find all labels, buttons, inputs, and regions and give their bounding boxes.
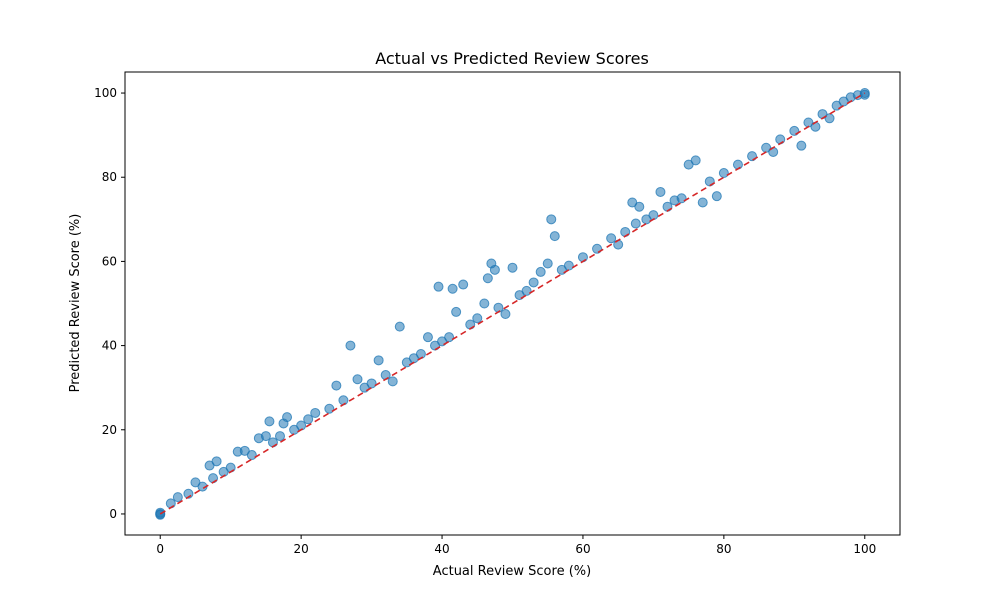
data-point xyxy=(172,492,183,503)
y-tick-label: 60 xyxy=(102,254,117,268)
data-point xyxy=(282,412,293,423)
y-tick-label: 0 xyxy=(109,507,117,521)
data-point xyxy=(489,264,500,275)
data-point xyxy=(690,155,701,166)
data-point xyxy=(345,340,356,351)
x-tick-label: 100 xyxy=(853,542,876,556)
data-point xyxy=(563,260,574,271)
x-tick-label: 20 xyxy=(293,542,308,556)
x-tick-label: 80 xyxy=(716,542,731,556)
data-point xyxy=(352,374,363,385)
data-point xyxy=(859,89,870,100)
data-point xyxy=(296,420,307,431)
data-point xyxy=(394,321,405,332)
data-point xyxy=(542,258,553,269)
data-point xyxy=(732,159,743,170)
chart-title: Actual vs Predicted Review Scores xyxy=(375,49,649,68)
data-point xyxy=(648,210,659,221)
y-tick-label: 100 xyxy=(94,86,117,100)
data-point xyxy=(630,218,641,229)
data-point xyxy=(415,349,426,360)
data-point xyxy=(546,214,557,225)
data-point xyxy=(447,283,458,294)
x-axis-ticks: 0 20 40 60 80 100 xyxy=(156,535,876,556)
data-point xyxy=(549,231,560,242)
data-point xyxy=(458,279,469,290)
data-point xyxy=(387,376,398,387)
data-point xyxy=(433,281,444,292)
y-tick-label: 40 xyxy=(102,339,117,353)
data-point xyxy=(810,121,821,132)
reference-line xyxy=(159,92,866,515)
data-point xyxy=(507,262,518,273)
y-tick-label: 20 xyxy=(102,423,117,437)
data-point xyxy=(697,197,708,208)
data-point xyxy=(528,277,539,288)
data-point xyxy=(521,285,532,296)
data-point xyxy=(493,302,504,313)
data-point xyxy=(472,313,483,324)
data-point xyxy=(796,140,807,151)
x-tick-label: 40 xyxy=(434,542,449,556)
data-point xyxy=(634,201,645,212)
data-point xyxy=(264,416,275,427)
data-point xyxy=(451,306,462,317)
x-axis-label: Actual Review Score (%) xyxy=(433,564,591,579)
data-point xyxy=(338,395,349,406)
reference-line-layer xyxy=(159,92,866,515)
data-point xyxy=(824,113,835,124)
data-point xyxy=(260,431,271,442)
data-point xyxy=(366,378,377,389)
data-point xyxy=(310,407,321,418)
data-point xyxy=(711,191,722,202)
y-axis-label: Predicted Review Score (%) xyxy=(68,214,83,393)
data-point xyxy=(535,266,546,277)
data-point xyxy=(303,414,314,425)
data-point xyxy=(500,309,511,320)
data-point xyxy=(422,332,433,343)
y-tick-label: 80 xyxy=(102,170,117,184)
x-tick-label: 0 xyxy=(156,542,164,556)
data-point xyxy=(444,332,455,343)
plot-frame xyxy=(124,71,901,536)
data-point xyxy=(479,298,490,309)
x-tick-label: 60 xyxy=(575,542,590,556)
data-point xyxy=(211,456,222,467)
data-point xyxy=(275,431,285,442)
data-point xyxy=(331,380,342,391)
data-point xyxy=(373,355,384,366)
data-point xyxy=(655,186,666,197)
data-point xyxy=(482,273,493,284)
data-point xyxy=(718,168,729,179)
data-point xyxy=(324,403,335,414)
data-point xyxy=(246,450,257,461)
data-point xyxy=(606,233,617,244)
y-axis-ticks: 0 20 40 60 80 100 xyxy=(94,86,125,521)
